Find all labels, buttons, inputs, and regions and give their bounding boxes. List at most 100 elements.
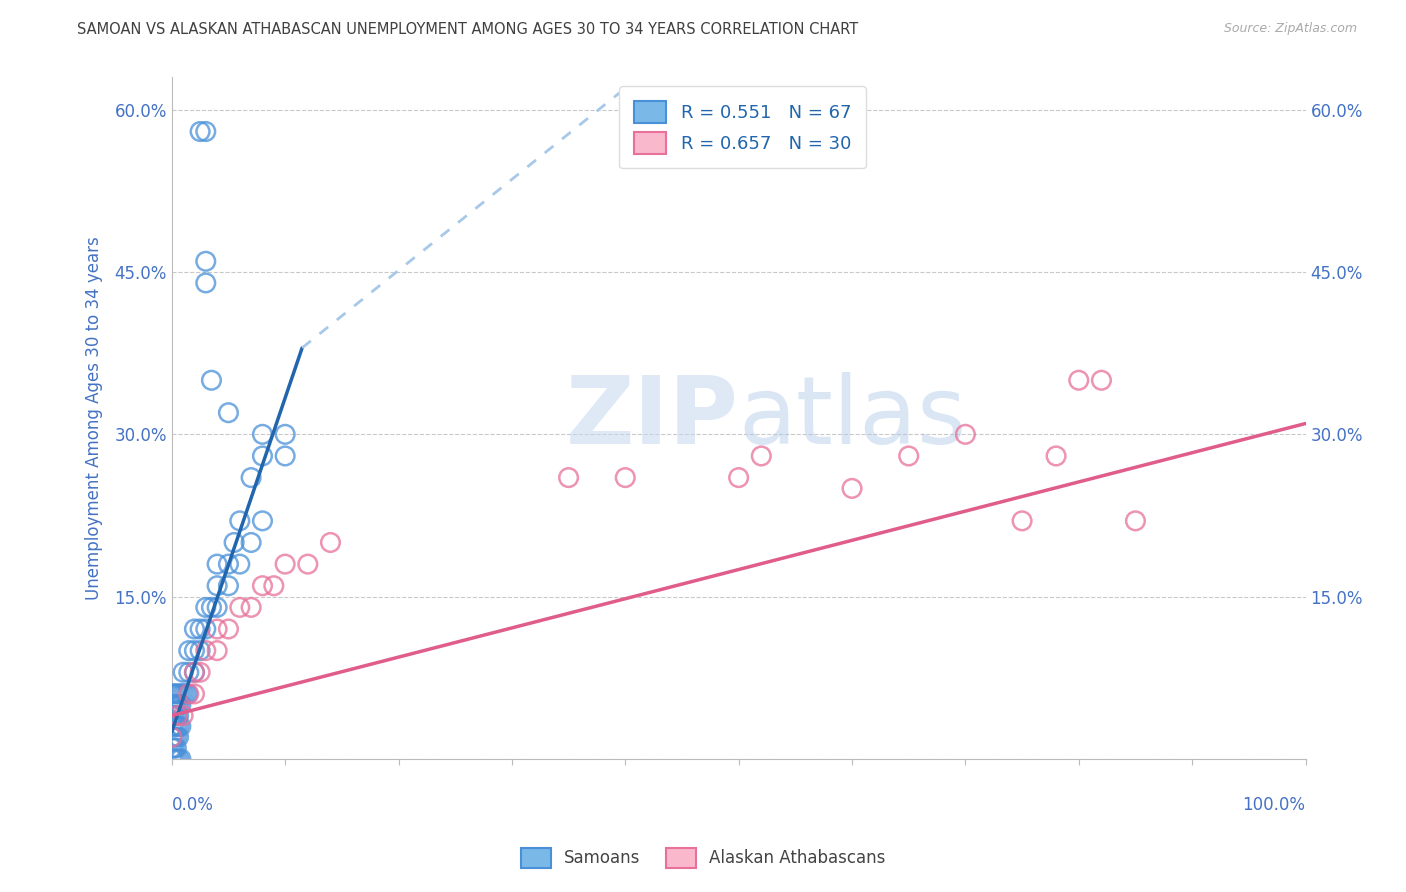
Point xyxy=(297,557,319,571)
Point xyxy=(160,708,183,723)
Point xyxy=(170,687,193,701)
Point xyxy=(165,741,187,756)
Point xyxy=(194,276,217,290)
Point xyxy=(183,665,205,680)
Point xyxy=(160,687,183,701)
Point xyxy=(319,535,342,549)
Y-axis label: Unemployment Among Ages 30 to 34 years: Unemployment Among Ages 30 to 34 years xyxy=(86,236,103,600)
Text: atlas: atlas xyxy=(738,372,967,464)
Point xyxy=(160,730,183,744)
Point xyxy=(194,254,217,268)
Point xyxy=(183,643,205,657)
Point xyxy=(188,665,211,680)
Point xyxy=(167,752,190,766)
Point xyxy=(166,708,188,723)
Point xyxy=(183,687,205,701)
Point xyxy=(240,535,263,549)
Point xyxy=(841,482,863,496)
Point xyxy=(240,470,263,484)
Point xyxy=(163,730,186,744)
Point xyxy=(163,698,186,712)
Point xyxy=(172,665,194,680)
Point xyxy=(163,752,186,766)
Point xyxy=(183,665,205,680)
Point xyxy=(188,643,211,657)
Point xyxy=(160,730,183,744)
Point xyxy=(217,622,239,636)
Legend: Samoans, Alaskan Athabascans: Samoans, Alaskan Athabascans xyxy=(515,841,891,875)
Point xyxy=(167,719,190,733)
Point xyxy=(217,406,239,420)
Point xyxy=(252,579,274,593)
Point xyxy=(229,514,252,528)
Point xyxy=(955,427,977,442)
Point xyxy=(194,600,217,615)
Point xyxy=(188,622,211,636)
Point xyxy=(1011,514,1033,528)
Point xyxy=(170,752,193,766)
Point xyxy=(165,752,187,766)
Point xyxy=(170,719,193,733)
Point xyxy=(165,719,187,733)
Point xyxy=(165,687,187,701)
Point xyxy=(1067,373,1090,387)
Point xyxy=(163,708,186,723)
Point xyxy=(188,124,211,138)
Point xyxy=(274,449,297,463)
Point xyxy=(172,708,194,723)
Point xyxy=(274,427,297,442)
Point xyxy=(557,470,579,484)
Point xyxy=(167,708,190,723)
Point xyxy=(224,535,246,549)
Point xyxy=(263,579,285,593)
Point xyxy=(205,600,228,615)
Point xyxy=(205,643,228,657)
Point xyxy=(165,730,187,744)
Point xyxy=(252,427,274,442)
Point xyxy=(1125,514,1147,528)
Text: 0.0%: 0.0% xyxy=(172,797,214,814)
Point xyxy=(177,687,200,701)
Point xyxy=(240,600,263,615)
Text: SAMOAN VS ALASKAN ATHABASCAN UNEMPLOYMENT AMONG AGES 30 TO 34 YEARS CORRELATION : SAMOAN VS ALASKAN ATHABASCAN UNEMPLOYMEN… xyxy=(77,22,859,37)
Point xyxy=(749,449,772,463)
Point xyxy=(252,449,274,463)
Point xyxy=(205,579,228,593)
Point xyxy=(1090,373,1112,387)
Text: ZIP: ZIP xyxy=(565,372,738,464)
Point xyxy=(1045,449,1067,463)
Point xyxy=(174,687,197,701)
Point xyxy=(897,449,920,463)
Point xyxy=(167,698,190,712)
Point xyxy=(163,687,186,701)
Text: Source: ZipAtlas.com: Source: ZipAtlas.com xyxy=(1223,22,1357,36)
Point xyxy=(194,124,217,138)
Point xyxy=(194,622,217,636)
Point xyxy=(167,730,190,744)
Point xyxy=(252,514,274,528)
Legend: R = 0.551   N = 67, R = 0.657   N = 30: R = 0.551 N = 67, R = 0.657 N = 30 xyxy=(619,87,866,169)
Point xyxy=(229,600,252,615)
Point xyxy=(229,557,252,571)
Point xyxy=(163,741,186,756)
Point xyxy=(217,557,239,571)
Point xyxy=(160,719,183,733)
Point xyxy=(205,557,228,571)
Point xyxy=(160,741,183,756)
Text: 100.0%: 100.0% xyxy=(1243,797,1306,814)
Point xyxy=(172,687,194,701)
Point xyxy=(200,373,222,387)
Point xyxy=(160,698,183,712)
Point xyxy=(274,557,297,571)
Point xyxy=(205,622,228,636)
Point xyxy=(165,708,187,723)
Point xyxy=(183,622,205,636)
Point xyxy=(217,579,239,593)
Point xyxy=(165,698,187,712)
Point xyxy=(170,698,193,712)
Point xyxy=(163,719,186,733)
Point xyxy=(727,470,749,484)
Point xyxy=(176,687,198,701)
Point xyxy=(614,470,637,484)
Point xyxy=(194,643,217,657)
